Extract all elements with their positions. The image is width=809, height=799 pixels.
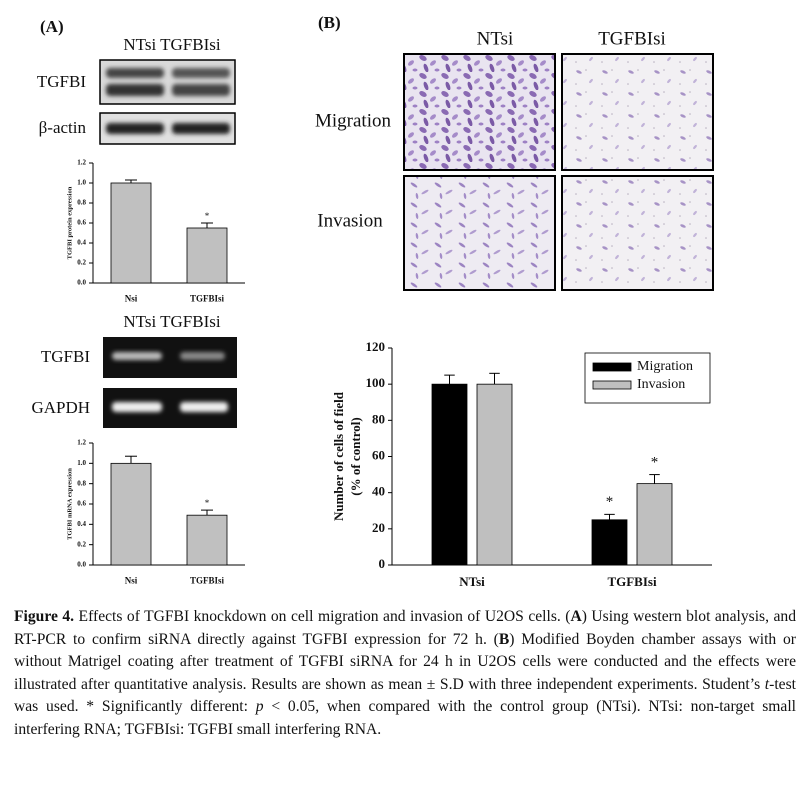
column-label: NTsi <box>477 28 514 49</box>
micrograph <box>403 175 556 291</box>
pcr-label: TGFBI <box>41 347 90 366</box>
row-label: Migration <box>315 110 391 131</box>
y-axis-label: TGFBI protein expression <box>66 186 73 259</box>
bar <box>186 227 228 284</box>
y-tick-label: 0.8 <box>77 479 86 487</box>
legend-label: Invasion <box>637 377 685 392</box>
y-tick-label: 0 <box>379 556 386 571</box>
legend-label: Migration <box>637 359 693 374</box>
y-tick-label: 60 <box>372 447 385 462</box>
bar <box>476 383 513 566</box>
caption-text: Effects of TGFBI knockdown on cell migra… <box>74 608 571 625</box>
caption-text: t <box>764 675 770 693</box>
blot-bands <box>106 123 230 134</box>
y-tick-label: 0.6 <box>77 219 86 227</box>
y-axis-label: TGFBI mRNA expression <box>66 468 73 540</box>
y-tick-label: 40 <box>372 484 385 499</box>
gel-bands <box>112 352 225 360</box>
x-tick-label: Nsi <box>125 294 138 304</box>
caption-text: B <box>498 630 510 648</box>
y-tick-label: 0.8 <box>77 199 86 207</box>
y-tick-label: 0.6 <box>77 500 86 508</box>
pcr-label: GAPDH <box>31 398 90 417</box>
micrograph <box>561 175 714 291</box>
panel-label: (B) <box>318 13 341 32</box>
blot-label: β-actin <box>39 118 87 137</box>
y-tick-label: 0.4 <box>77 239 86 247</box>
annotation: * <box>205 498 210 508</box>
panel-label: (A) <box>40 17 64 36</box>
y-tick-label: 0.0 <box>77 561 86 569</box>
legend-box <box>584 352 711 404</box>
caption-text: A <box>570 608 582 625</box>
caption-text: ) Using western blot analysis, and RT-PC… <box>14 608 797 648</box>
caption-text: p <box>255 698 264 715</box>
pcr-header: NTsi TGFBIsi <box>123 312 220 331</box>
bar <box>110 462 152 566</box>
caption-text: < 0.05, when compared with the control g… <box>14 698 796 738</box>
y-tick-label: 120 <box>366 339 386 354</box>
y-tick-label: 1.0 <box>77 459 86 467</box>
y-tick-label: 0.0 <box>77 279 86 287</box>
y-tick-label: 0.2 <box>77 540 86 548</box>
y-tick-label: 0.2 <box>77 259 86 267</box>
annotation: * <box>606 494 614 510</box>
y-tick-label: 1.2 <box>77 439 86 447</box>
caption-text: ) Modified Boyden chamber assays with or… <box>14 630 796 693</box>
bar <box>431 383 468 566</box>
y-tick-label: 80 <box>372 411 385 426</box>
y-tick-label: 1.0 <box>77 179 86 187</box>
caption-text: -test was used. * Significantly differen… <box>14 675 796 716</box>
x-tick-label: TGFBIsi <box>190 576 225 586</box>
bar <box>636 483 673 566</box>
legend-swatch <box>592 362 632 372</box>
y-tick-label: 0.4 <box>77 520 86 528</box>
blot-bands <box>106 68 230 96</box>
x-tick-label: TGFBIsi <box>607 574 657 589</box>
y-tick-label: 100 <box>366 375 386 390</box>
gel-bands <box>112 402 228 412</box>
y-axis-label: Number of cells of field <box>331 391 346 521</box>
micrograph <box>403 53 556 171</box>
bar <box>591 519 628 566</box>
column-label: TGFBIsi <box>598 28 666 49</box>
x-tick-label: Nsi <box>125 576 138 586</box>
figure: (A) NTsi TGFBIsi TGFBI β-actin NTsi TGFB… <box>31 13 714 589</box>
legend-swatch <box>592 380 632 390</box>
caption: Figure 4. Effects of TGFBI knockdown on … <box>14 606 796 741</box>
x-tick-label: TGFBIsi <box>190 294 225 304</box>
blot-header: NTsi TGFBIsi <box>123 35 220 54</box>
bar <box>186 514 228 566</box>
annotation: * <box>651 454 659 470</box>
bar <box>110 182 152 284</box>
blot-label: TGFBI <box>37 72 86 91</box>
y-axis-label: (% of control) <box>348 417 363 495</box>
micrograph <box>561 53 714 171</box>
annotation: * <box>205 211 210 221</box>
x-tick-label: NTsi <box>459 574 485 589</box>
y-tick-label: 1.2 <box>77 159 86 167</box>
y-tick-label: 20 <box>372 520 385 535</box>
blot <box>99 59 236 105</box>
row-label: Invasion <box>317 210 383 231</box>
caption-label: Figure 4. <box>14 608 75 625</box>
